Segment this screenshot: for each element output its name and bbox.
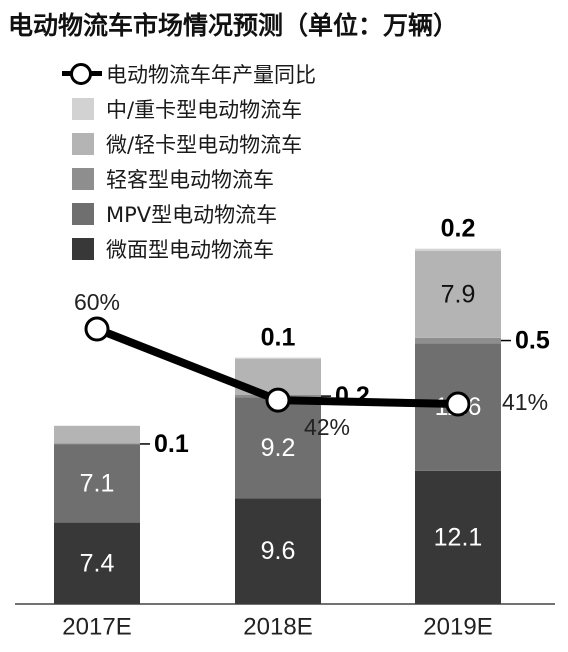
bar-segment bbox=[54, 443, 140, 445]
legend-swatch bbox=[72, 167, 94, 190]
data-label: 12.1 bbox=[434, 523, 483, 551]
legend-swatch bbox=[72, 132, 94, 155]
bar-segment bbox=[235, 498, 321, 604]
data-label: 7.4 bbox=[80, 549, 115, 577]
legend-label: 电动物流车年产量同比 bbox=[106, 62, 316, 87]
legend-item-minivan: 微面型电动物流车 bbox=[70, 231, 316, 266]
bar-segment bbox=[54, 444, 140, 523]
data-label: 9.2 bbox=[261, 434, 296, 462]
data-label: 0.2 bbox=[441, 215, 476, 243]
legend-item-heavy-truck: 中/重卡型电动物流车 bbox=[70, 91, 316, 126]
bar-segment bbox=[415, 470, 501, 604]
legend-label: 微/轻卡型电动物流车 bbox=[106, 132, 303, 157]
legend-item-line: 电动物流车年产量同比 bbox=[62, 56, 316, 91]
bar-segment bbox=[54, 425, 140, 444]
x-tick-label: 2018E bbox=[243, 614, 312, 641]
legend-swatch bbox=[72, 202, 94, 225]
data-label: 7.1 bbox=[80, 470, 115, 498]
bar-segment bbox=[415, 250, 501, 338]
data-label: 9.6 bbox=[261, 537, 296, 565]
legend-label: 中/重卡型电动物流车 bbox=[106, 97, 303, 122]
legend: 电动物流车年产量同比 中/重卡型电动物流车 微/轻卡型电动物流车 轻客型电动物流… bbox=[62, 56, 316, 266]
data-label: 0.5 bbox=[515, 327, 550, 355]
chart-title: 电动物流车市场情况预测（单位：万辆） bbox=[8, 11, 459, 40]
line-point bbox=[84, 316, 110, 342]
data-label: 7.9 bbox=[441, 280, 476, 308]
legend-label: MPV型电动物流车 bbox=[106, 202, 278, 227]
legend-item-light-truck: 微/轻卡型电动物流车 bbox=[70, 126, 316, 161]
data-label: 0.1 bbox=[154, 430, 189, 458]
bar-segment bbox=[415, 337, 501, 344]
x-tick-label: 2017E bbox=[62, 614, 131, 641]
legend-line-marker bbox=[62, 62, 102, 85]
legend-item-mpv: MPV型电动物流车 bbox=[70, 196, 316, 231]
legend-label: 微面型电动物流车 bbox=[106, 237, 274, 262]
line-label: 42% bbox=[304, 414, 350, 440]
line-point bbox=[265, 387, 291, 413]
bar-segment bbox=[415, 248, 501, 251]
line-label: 41% bbox=[502, 389, 548, 415]
legend-label: 轻客型电动物流车 bbox=[106, 167, 274, 192]
line-point bbox=[445, 391, 471, 417]
bar-segment bbox=[54, 522, 140, 604]
bar-segment bbox=[235, 357, 321, 359]
data-label: 0.1 bbox=[261, 324, 296, 352]
line-label: 60% bbox=[74, 289, 120, 315]
legend-item-light-bus: 轻客型电动物流车 bbox=[70, 161, 316, 196]
bar-segment bbox=[235, 397, 321, 499]
legend-swatch bbox=[72, 237, 94, 260]
x-tick-label: 2019E bbox=[423, 614, 492, 641]
legend-swatch bbox=[72, 97, 94, 120]
